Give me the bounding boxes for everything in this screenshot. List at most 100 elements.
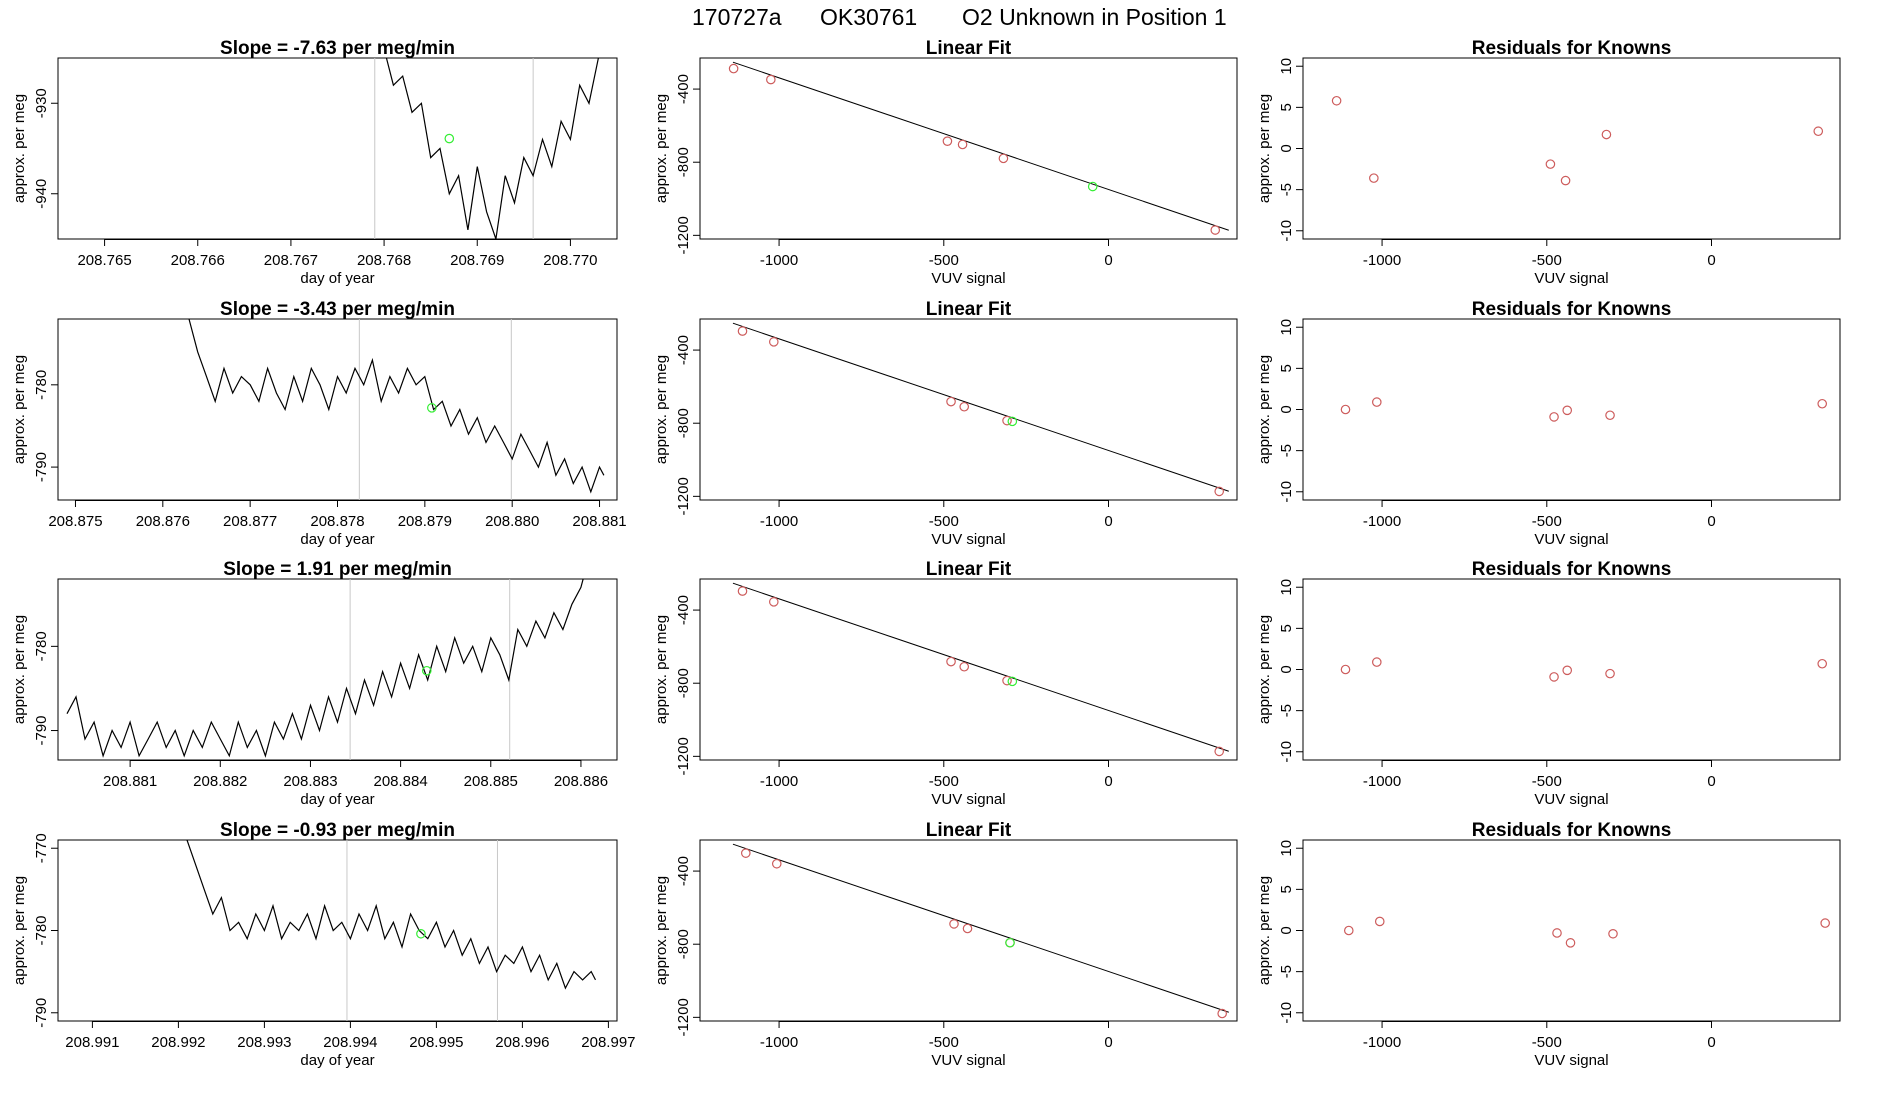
x-axis-label: day of year <box>300 791 374 808</box>
known-point <box>768 597 779 607</box>
y-axis-label: approx. per meg <box>1256 355 1273 464</box>
x-axis-label: VUV signal <box>1534 791 1608 808</box>
x-tick-label: 0 <box>1707 1034 1715 1051</box>
y-axis-label: approx. per meg <box>1256 94 1273 203</box>
residual-point <box>1343 925 1354 936</box>
x-tick-label: 208.992 <box>151 1034 205 1051</box>
y-tick-label: 5 <box>1278 364 1295 372</box>
panel-1-1: Slope = -7.63 per meg/min 208.765 208.766 2… <box>11 38 618 287</box>
x-tick-label: 0 <box>1707 773 1715 790</box>
y-axis-label: approx. per meg <box>11 615 28 724</box>
y-tick-label: -940 <box>33 179 50 209</box>
y-tick-label: -800 <box>675 929 692 959</box>
known-point <box>1002 415 1012 426</box>
y-tick-label: -10 <box>1278 481 1295 503</box>
y-axis-label: approx. per meg <box>653 876 670 985</box>
fit-line <box>732 582 1229 752</box>
known-point <box>946 396 956 407</box>
x-tick-label: 0 <box>1104 1034 1112 1051</box>
unknown-mean-point <box>444 133 455 144</box>
y-tick-label: -790 <box>33 716 50 746</box>
plot-area <box>188 319 605 500</box>
y-axis-label: approx. per meg <box>11 94 28 203</box>
x-axis-label: day of year <box>300 270 374 287</box>
residual-point <box>1371 657 1382 667</box>
y-tick-label: -5 <box>1278 704 1295 717</box>
known-point <box>766 74 776 85</box>
y-tick-label: 0 <box>1278 144 1295 152</box>
y-tick-label: 5 <box>1278 103 1295 111</box>
x-tick-label: 208.886 <box>554 773 608 790</box>
panel-3-3: Residuals for Knowns -1000 -500 0 10 5 0 -5 -10 V… <box>1256 559 1841 808</box>
y-axis-label: approx. per meg <box>653 615 670 724</box>
x-tick-label: 208.877 <box>223 513 277 530</box>
x-tick-label: -1000 <box>760 513 798 530</box>
panel-title: Residuals for Knowns <box>1472 299 1672 320</box>
plot-area <box>186 840 597 1021</box>
x-tick-label: 208.880 <box>485 513 539 530</box>
plot-frame <box>1302 839 1841 1022</box>
plot-area <box>374 58 600 239</box>
x-tick-label: -1000 <box>760 773 798 790</box>
y-tick-label: 0 <box>1278 405 1295 413</box>
x-tick-label: 208.994 <box>323 1034 377 1051</box>
y-tick-label: -770 <box>33 833 50 863</box>
panel-4-1: Slope = -0.93 per meg/min 208.991 208.992 2… <box>11 820 636 1069</box>
x-tick-label: 208.881 <box>572 513 626 530</box>
x-tick-label: 208.991 <box>65 1034 119 1051</box>
y-tick-label: 5 <box>1278 624 1295 632</box>
x-axis-label: VUV signal <box>931 531 1005 548</box>
unknown-point <box>1007 416 1018 427</box>
y-tick-label: 10 <box>1278 58 1295 75</box>
residual-point <box>1560 175 1571 186</box>
signal-trace <box>66 579 584 758</box>
unknown-point <box>1007 676 1018 687</box>
panel-4-2: Linear Fit -1000 -500 0 -400 -800 -1200 VUV sig… <box>653 820 1238 1069</box>
x-axis-label: VUV signal <box>1534 270 1608 287</box>
x-tick-label: 208.770 <box>543 252 597 269</box>
plot-area <box>1340 657 1828 682</box>
x-axis-label: day of year <box>300 1052 374 1069</box>
plot-frame <box>1302 57 1841 240</box>
y-axis-label: approx. per meg <box>1256 876 1273 985</box>
x-tick-label: 208.882 <box>193 773 247 790</box>
residual-point <box>1340 404 1351 415</box>
y-tick-label: -10 <box>1278 220 1295 242</box>
known-point <box>771 858 782 869</box>
residual-point <box>1549 672 1559 682</box>
panel-2-1: Slope = -3.43 per meg/min 208.875 208.876 2… <box>11 299 627 548</box>
known-point <box>768 337 779 347</box>
x-tick-label: 208.885 <box>464 773 518 790</box>
x-tick-label: 208.766 <box>171 252 225 269</box>
plot-frame <box>699 57 1238 240</box>
x-tick-label: 208.997 <box>581 1034 635 1051</box>
fit-line <box>732 322 1229 492</box>
x-axis-label: VUV signal <box>931 1052 1005 1069</box>
known-point <box>1210 225 1221 235</box>
residual-point <box>1371 397 1382 407</box>
x-tick-label: 0 <box>1707 513 1715 530</box>
y-tick-label: -10 <box>1278 1002 1295 1024</box>
y-tick-label: -400 <box>675 595 692 625</box>
plot-area <box>1343 916 1830 948</box>
known-point <box>998 153 1009 164</box>
x-tick-label: 208.993 <box>237 1034 291 1051</box>
known-point <box>1217 1008 1227 1019</box>
panel-title: Slope = 1.91 per meg/min <box>223 559 452 580</box>
x-axis-label: VUV signal <box>1534 531 1608 548</box>
x-tick-label: -1000 <box>1363 773 1401 790</box>
panel-title: Linear Fit <box>926 38 1012 59</box>
panel-title: Residuals for Knowns <box>1472 38 1672 59</box>
unknown-point <box>1087 181 1098 192</box>
x-tick-label: -500 <box>1532 1034 1562 1051</box>
residual-point <box>1562 665 1573 676</box>
known-point <box>942 136 953 146</box>
residual-point <box>1545 159 1556 169</box>
plot-area <box>732 582 1229 757</box>
y-tick-label: 5 <box>1278 885 1295 893</box>
unknown-mean-point <box>416 928 426 939</box>
y-tick-label: -400 <box>675 856 692 886</box>
x-tick-label: 208.876 <box>136 513 190 530</box>
panel-1-3: Residuals for Knowns -1000 -500 0 10 5 0 -5 -10 V… <box>1256 38 1841 287</box>
y-tick-label: -10 <box>1278 741 1295 763</box>
